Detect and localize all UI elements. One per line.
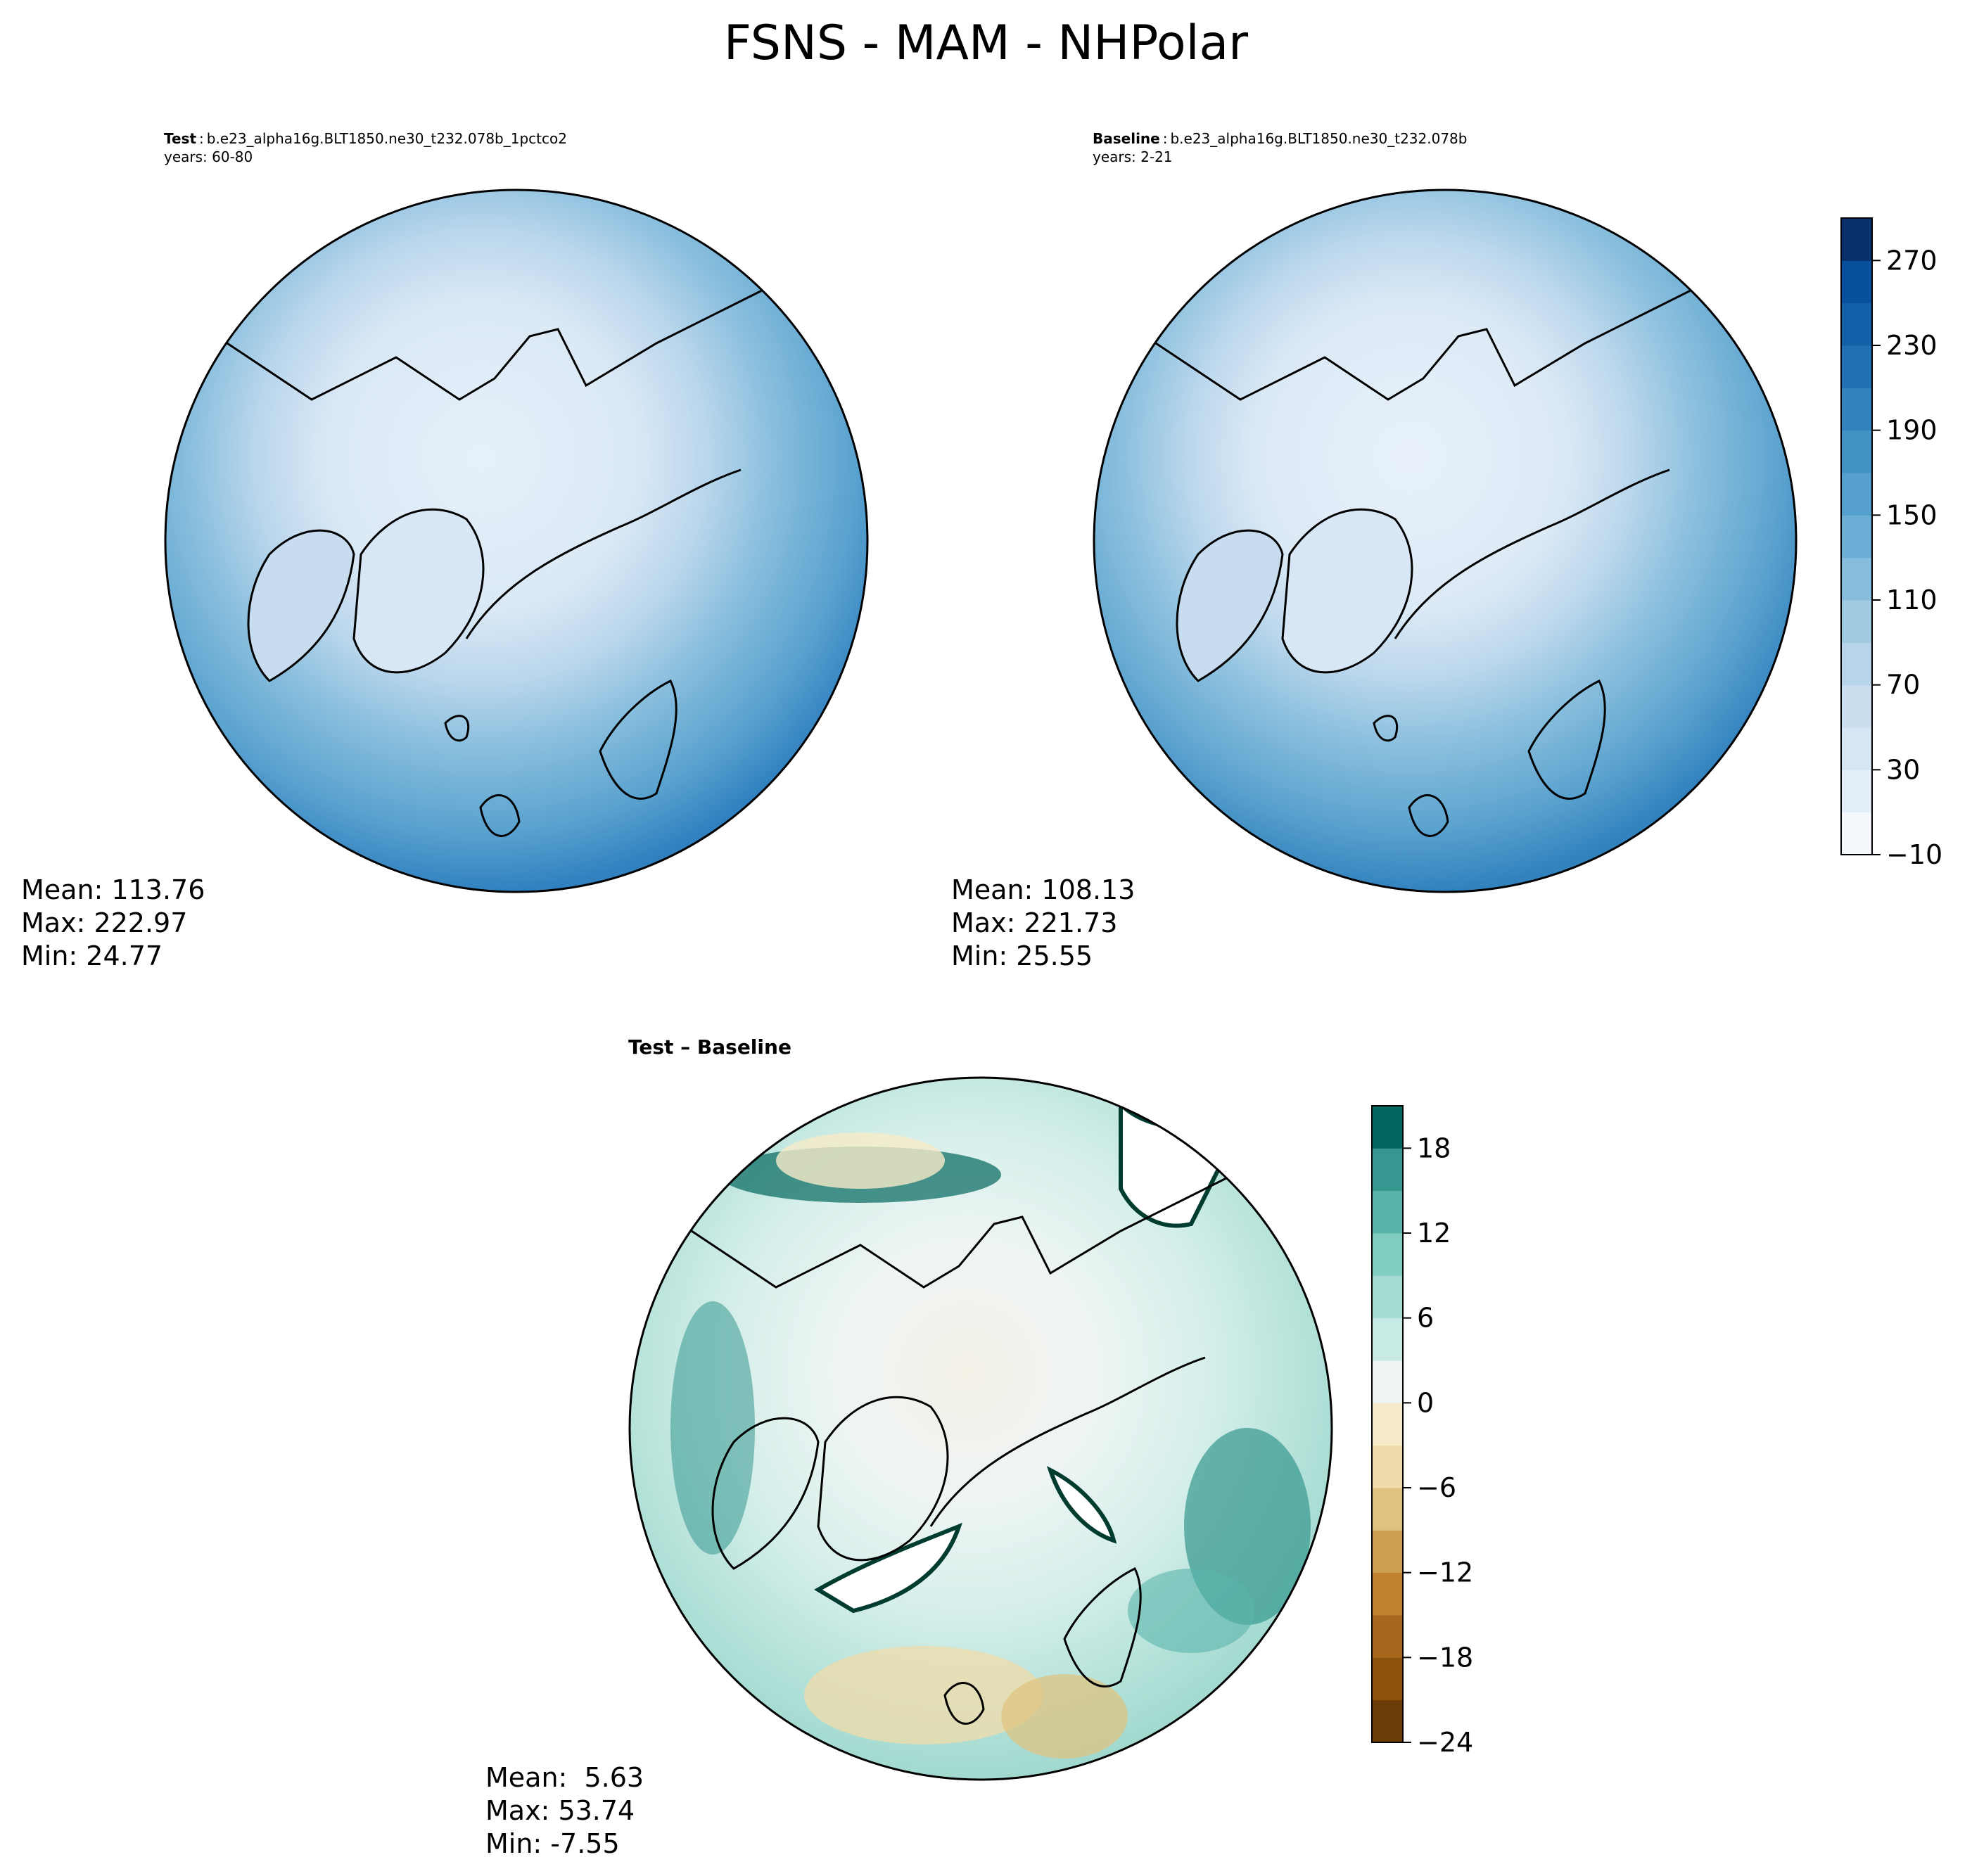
main-colorbar-segment [1841, 770, 1872, 813]
main-colorbar-segment [1841, 684, 1872, 728]
diff-mean: Mean: 5.63 [485, 1762, 644, 1793]
diff-colorbar-segment [1372, 1360, 1403, 1403]
diff-polar-map [628, 1076, 1333, 1781]
baseline-stats: Mean: 108.13 Max: 221.73 Min: 25.55 [951, 874, 1135, 973]
diff-colorbar-tick-label: −24 [1417, 1727, 1473, 1758]
test-mean: Mean: 113.76 [21, 874, 205, 905]
main-colorbar: 270 230 190 150 110 70 30 −10 [1840, 217, 1942, 870]
main-colorbar-segment [1841, 473, 1872, 516]
baseline-max: Max: 221.73 [951, 907, 1118, 938]
diff-colorbar-segment [1372, 1148, 1403, 1192]
main-colorbar-segment [1841, 642, 1872, 686]
test-min: Min: 24.77 [21, 940, 163, 971]
diff-colorbar-tick-label: −6 [1417, 1472, 1456, 1503]
diff-colorbar-segment [1372, 1615, 1403, 1658]
main-colorbar-segment [1841, 727, 1872, 770]
baseline-polar-map [1093, 189, 1798, 893]
diff-colorbar-segment [1372, 1657, 1403, 1701]
main-colorbar-segment [1841, 218, 1872, 261]
diff-colorbar-frame [1371, 1105, 1404, 1743]
main-colorbar-tick-label: 270 [1886, 245, 1938, 276]
main-colorbar-frame [1840, 217, 1873, 855]
main-colorbar-tick-label: 70 [1886, 670, 1920, 701]
baseline-case-name: b.e23_alpha16g.BLT1850.ne30_t232.078b [1170, 130, 1468, 147]
diff-colorbar-tick-label: −18 [1417, 1642, 1473, 1673]
main-colorbar-tick-label: −10 [1886, 839, 1942, 870]
baseline-mean: Mean: 108.13 [951, 874, 1136, 905]
diff-colorbar-segment [1372, 1699, 1403, 1743]
test-stats: Mean: 113.76 Max: 222.97 Min: 24.77 [21, 874, 205, 973]
diff-colorbar-segment [1372, 1403, 1403, 1446]
diff-colorbar-tick-label: 12 [1417, 1218, 1451, 1249]
test-max: Max: 222.97 [21, 907, 188, 938]
main-colorbar-segment [1841, 515, 1872, 559]
diff-colorbar-segment [1372, 1530, 1403, 1574]
test-years: years: 60-80 [164, 148, 253, 165]
main-colorbar-segment [1841, 430, 1872, 473]
main-colorbar-segment [1841, 388, 1872, 431]
baseline-label: Baseline [1093, 130, 1160, 147]
baseline-panel-title: Baseline : b.e23_alpha16g.BLT1850.ne30_t… [1093, 130, 1468, 147]
main-colorbar-tick-label: 230 [1886, 330, 1938, 361]
main-colorbar-segment [1841, 812, 1872, 855]
diff-colorbar-tick-label: 18 [1417, 1132, 1451, 1163]
diff-colorbar-tick-label: 0 [1417, 1387, 1434, 1418]
diff-colorbar-segment [1372, 1190, 1403, 1234]
diff-colorbar-segment [1372, 1275, 1403, 1319]
diff-colorbar: 18 12 6 0 −6 −12 −18 −24 [1371, 1105, 1473, 1758]
diff-colorbar-segment [1372, 1445, 1403, 1488]
diff-colorbar-segment [1372, 1572, 1403, 1616]
diff-colorbar-tick-label: −12 [1417, 1557, 1473, 1588]
main-colorbar-tick-label: 150 [1886, 499, 1938, 530]
main-colorbar-tick-label: 30 [1886, 754, 1920, 785]
diff-colorbar-segment [1372, 1488, 1403, 1531]
diff-colorbar-segment [1372, 1233, 1403, 1276]
main-colorbar-segment [1841, 557, 1872, 601]
test-case-name: b.e23_alpha16g.BLT1850.ne30_t232.078b_1p… [206, 130, 567, 147]
main-colorbar-tick-label: 190 [1886, 415, 1938, 446]
diff-stats: Mean: 5.63 Max: 53.74 Min: -7.55 [485, 1761, 644, 1861]
diff-panel-title: Test – Baseline [628, 1035, 791, 1059]
diff-colorbar-segment [1372, 1106, 1403, 1149]
main-colorbar-segment [1841, 345, 1872, 388]
main-colorbar-segment [1841, 260, 1872, 304]
main-colorbar-tick-label: 110 [1886, 585, 1938, 615]
baseline-years: years: 2-21 [1093, 148, 1173, 165]
diff-max: Max: 53.74 [485, 1795, 635, 1826]
diff-min: Min: -7.55 [485, 1828, 620, 1859]
diff-colorbar-segment [1372, 1317, 1403, 1361]
test-label: Test [164, 130, 197, 147]
baseline-min: Min: 25.55 [951, 940, 1093, 971]
test-panel-title: Test : b.e23_alpha16g.BLT1850.ne30_t232.… [164, 130, 567, 147]
main-colorbar-segment [1841, 302, 1872, 346]
test-polar-map [164, 189, 869, 893]
diff-colorbar-tick-label: 6 [1417, 1303, 1434, 1334]
figure-title: FSNS - MAM - NHPolar [723, 15, 1249, 71]
main-colorbar-segment [1841, 600, 1872, 643]
